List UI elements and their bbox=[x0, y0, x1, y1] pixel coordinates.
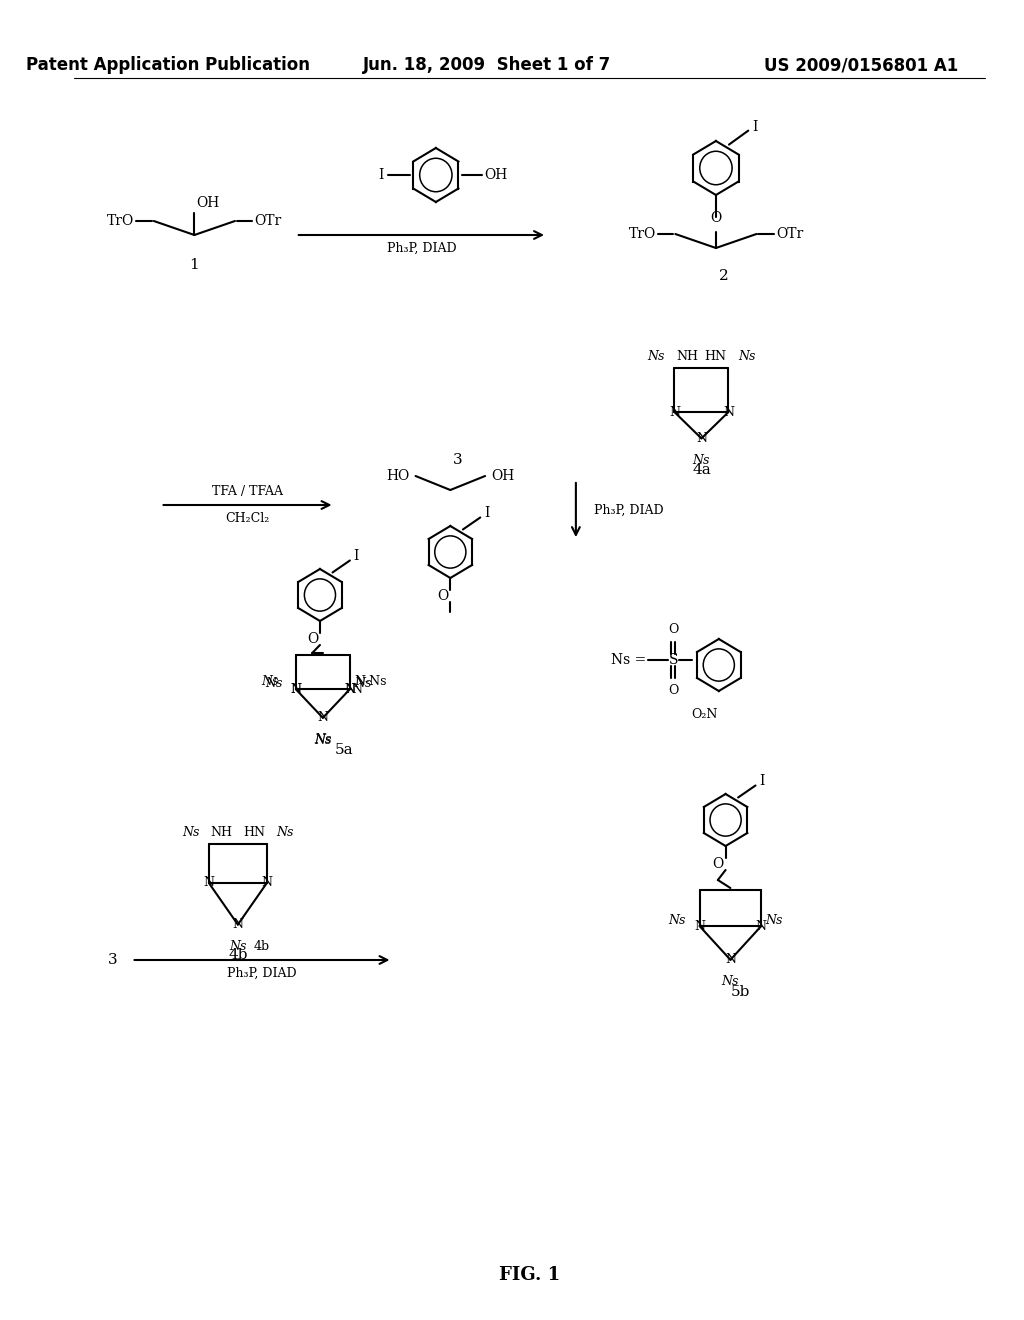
Text: O: O bbox=[713, 857, 724, 871]
Text: Ns: Ns bbox=[738, 350, 756, 363]
Text: N: N bbox=[344, 682, 355, 696]
Text: Ns: Ns bbox=[276, 825, 294, 838]
Text: N: N bbox=[291, 682, 301, 696]
Text: OH: OH bbox=[490, 469, 514, 483]
Text: Ns =: Ns = bbox=[611, 653, 646, 667]
Text: N: N bbox=[725, 953, 736, 966]
Text: N: N bbox=[344, 682, 355, 696]
Text: O: O bbox=[437, 589, 449, 603]
Text: I: I bbox=[378, 168, 384, 182]
Text: OTr: OTr bbox=[776, 227, 803, 242]
Text: I: I bbox=[753, 120, 758, 133]
Text: NH: NH bbox=[211, 825, 232, 838]
Text: Ns: Ns bbox=[353, 677, 371, 689]
Text: O: O bbox=[307, 632, 318, 645]
Text: Jun. 18, 2009  Sheet 1 of 7: Jun. 18, 2009 Sheet 1 of 7 bbox=[362, 55, 611, 74]
Text: O: O bbox=[669, 684, 679, 697]
Text: OH: OH bbox=[484, 168, 507, 182]
Text: Ns: Ns bbox=[229, 940, 247, 953]
Text: N‐Ns: N‐Ns bbox=[354, 675, 387, 688]
Text: Ns: Ns bbox=[765, 913, 782, 927]
Text: TrO: TrO bbox=[108, 214, 134, 228]
Text: S: S bbox=[669, 653, 678, 667]
Text: 4b: 4b bbox=[254, 940, 270, 953]
Text: Ns: Ns bbox=[669, 913, 686, 927]
Text: I: I bbox=[760, 775, 765, 788]
Text: TrO: TrO bbox=[629, 227, 656, 242]
Text: 4a: 4a bbox=[692, 463, 711, 478]
Text: OH: OH bbox=[197, 195, 219, 210]
Text: 5b: 5b bbox=[730, 985, 750, 999]
Text: 1: 1 bbox=[189, 257, 200, 272]
Text: N: N bbox=[352, 682, 362, 696]
Text: CH₂Cl₂: CH₂Cl₂ bbox=[225, 511, 269, 524]
Text: Ph₃P, DIAD: Ph₃P, DIAD bbox=[227, 966, 297, 979]
Text: Ph₃P, DIAD: Ph₃P, DIAD bbox=[594, 503, 664, 516]
Text: 3: 3 bbox=[108, 953, 117, 968]
Text: HO: HO bbox=[386, 469, 410, 483]
Text: N: N bbox=[232, 919, 244, 931]
Text: N: N bbox=[723, 405, 734, 418]
Text: I: I bbox=[353, 549, 359, 564]
Text: N: N bbox=[291, 682, 301, 696]
Text: I: I bbox=[484, 507, 489, 520]
Text: O: O bbox=[669, 623, 679, 636]
Text: HN: HN bbox=[243, 825, 265, 838]
Text: Patent Application Publication: Patent Application Publication bbox=[27, 55, 310, 74]
Text: N: N bbox=[204, 876, 214, 890]
Text: Ns: Ns bbox=[261, 675, 279, 688]
Text: US 2009/0156801 A1: US 2009/0156801 A1 bbox=[764, 55, 957, 74]
Text: 2: 2 bbox=[719, 269, 728, 282]
Text: OTr: OTr bbox=[254, 214, 282, 228]
Text: N: N bbox=[261, 876, 272, 890]
Text: O: O bbox=[711, 211, 722, 224]
Text: HN: HN bbox=[705, 350, 727, 363]
Text: FIG. 1: FIG. 1 bbox=[499, 1266, 560, 1284]
Text: N: N bbox=[696, 432, 707, 445]
Text: Ns: Ns bbox=[693, 454, 710, 467]
Text: N: N bbox=[669, 405, 680, 418]
Text: N: N bbox=[756, 920, 767, 932]
Text: Ns: Ns bbox=[314, 733, 332, 746]
Text: Ns: Ns bbox=[647, 350, 665, 363]
Text: O₂N: O₂N bbox=[691, 708, 718, 721]
Text: N: N bbox=[317, 711, 329, 725]
Text: Ns: Ns bbox=[182, 825, 200, 838]
Text: Ph₃P, DIAD: Ph₃P, DIAD bbox=[386, 242, 456, 255]
Text: Ns: Ns bbox=[722, 974, 739, 987]
Text: N: N bbox=[694, 920, 705, 932]
Text: TFA / TFAA: TFA / TFAA bbox=[212, 486, 283, 499]
Text: NH: NH bbox=[676, 350, 698, 363]
Text: 4b: 4b bbox=[228, 948, 248, 961]
Text: Ns: Ns bbox=[314, 734, 332, 747]
Text: 5a: 5a bbox=[335, 743, 353, 756]
Text: Ns: Ns bbox=[265, 677, 283, 689]
Text: 3: 3 bbox=[454, 453, 463, 467]
